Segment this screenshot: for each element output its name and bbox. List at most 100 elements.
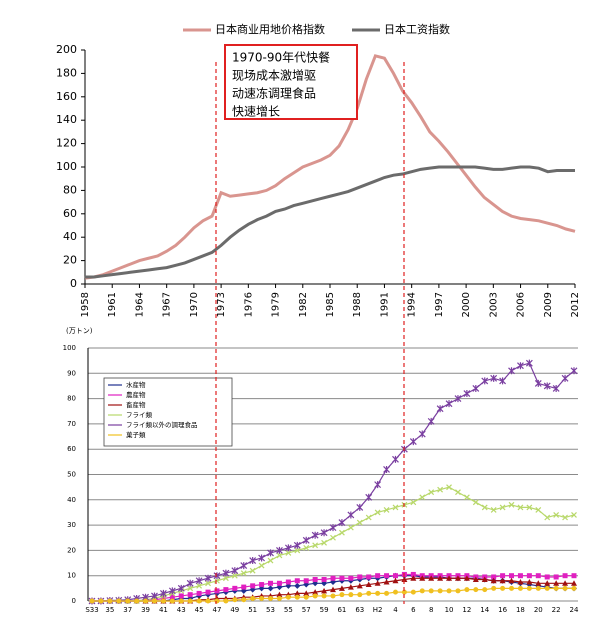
point <box>276 580 282 586</box>
point <box>552 384 560 392</box>
y-tick-label: 100 <box>56 160 77 173</box>
point <box>375 573 381 579</box>
point <box>294 582 301 589</box>
point <box>204 574 212 582</box>
x-tick-label: 2012 <box>570 292 581 317</box>
x-tick-label: 39 <box>141 606 150 614</box>
point <box>508 367 515 375</box>
point <box>365 493 373 501</box>
legend-label: 日本商业用地价格指数 <box>215 22 325 36</box>
legend-entry: 菓子類 <box>108 430 146 439</box>
y-tick-label: 160 <box>56 90 77 103</box>
point <box>267 557 274 564</box>
x-tick-label: 55 <box>284 606 293 614</box>
point <box>534 379 542 387</box>
point <box>374 580 381 586</box>
point <box>535 585 541 591</box>
point <box>428 489 435 496</box>
point <box>570 367 578 375</box>
y-tick-label: 0 <box>72 597 76 605</box>
point <box>491 585 497 591</box>
point <box>509 585 515 591</box>
point <box>107 598 113 604</box>
x-tick-label: 2003 <box>488 292 499 317</box>
x-tick-label: H2 <box>373 606 383 614</box>
series-line <box>85 165 575 279</box>
point <box>526 585 532 591</box>
point <box>205 589 211 595</box>
point <box>312 593 318 599</box>
point <box>446 575 453 581</box>
point <box>553 574 559 580</box>
point <box>241 584 247 590</box>
point <box>446 484 452 491</box>
point <box>366 574 372 580</box>
x-tick-label: 59 <box>320 606 329 614</box>
point <box>321 539 327 546</box>
point <box>231 567 239 575</box>
x-tick-label: 49 <box>230 606 239 614</box>
y-tick-label: 70 <box>67 420 76 428</box>
point <box>356 519 363 526</box>
point <box>508 501 515 508</box>
point <box>571 580 577 586</box>
x-tick-label: 1970 <box>189 292 200 317</box>
point <box>508 577 515 584</box>
point <box>571 573 577 579</box>
x-tick-label: 1961 <box>107 292 118 317</box>
point <box>178 598 184 604</box>
x-tick-label: 1973 <box>216 292 227 317</box>
point <box>312 542 319 549</box>
legend-entry: 水産物 <box>108 380 146 389</box>
point <box>526 573 532 579</box>
point <box>366 590 372 596</box>
x-tick-label: 2006 <box>516 292 527 317</box>
point <box>463 494 470 501</box>
point <box>250 595 256 601</box>
legend-label: 農産物 <box>126 390 146 399</box>
point <box>285 550 292 556</box>
x-tick-label: 41 <box>159 606 168 614</box>
x-tick-label: 4 <box>393 606 398 614</box>
point <box>339 575 345 581</box>
point <box>428 588 434 594</box>
x-tick-label: 6 <box>411 606 416 614</box>
y-tick-label: 100 <box>63 344 76 352</box>
point <box>195 577 203 585</box>
y-tick-label: 60 <box>67 445 76 453</box>
point <box>285 579 291 585</box>
point <box>392 573 398 579</box>
point <box>303 590 310 596</box>
point <box>223 587 229 593</box>
legend-label: フライ類 <box>126 410 153 419</box>
point <box>454 575 461 581</box>
point <box>357 592 363 598</box>
x-tick-label: 2009 <box>543 292 554 317</box>
x-tick-label: 1976 <box>243 292 254 317</box>
point <box>267 549 274 557</box>
point <box>159 589 167 597</box>
point <box>258 562 265 569</box>
point <box>294 594 300 600</box>
x-tick-label: 43 <box>177 606 186 614</box>
point <box>356 503 364 511</box>
point <box>410 571 416 577</box>
point <box>267 585 274 592</box>
point <box>517 585 523 591</box>
point <box>383 465 390 473</box>
x-tick-label: 51 <box>248 606 257 614</box>
point <box>419 588 425 594</box>
point <box>321 593 327 599</box>
x-tick-label: 63 <box>355 606 364 614</box>
point <box>268 580 274 586</box>
point <box>214 588 220 594</box>
point <box>294 590 301 596</box>
x-tick-label: 14 <box>480 606 489 614</box>
x-tick-label: 35 <box>105 606 114 614</box>
point <box>500 585 506 591</box>
x-tick-label: 1991 <box>379 292 390 317</box>
legend-entry: 畜産物 <box>108 400 146 409</box>
point <box>517 362 524 370</box>
point <box>98 598 104 604</box>
